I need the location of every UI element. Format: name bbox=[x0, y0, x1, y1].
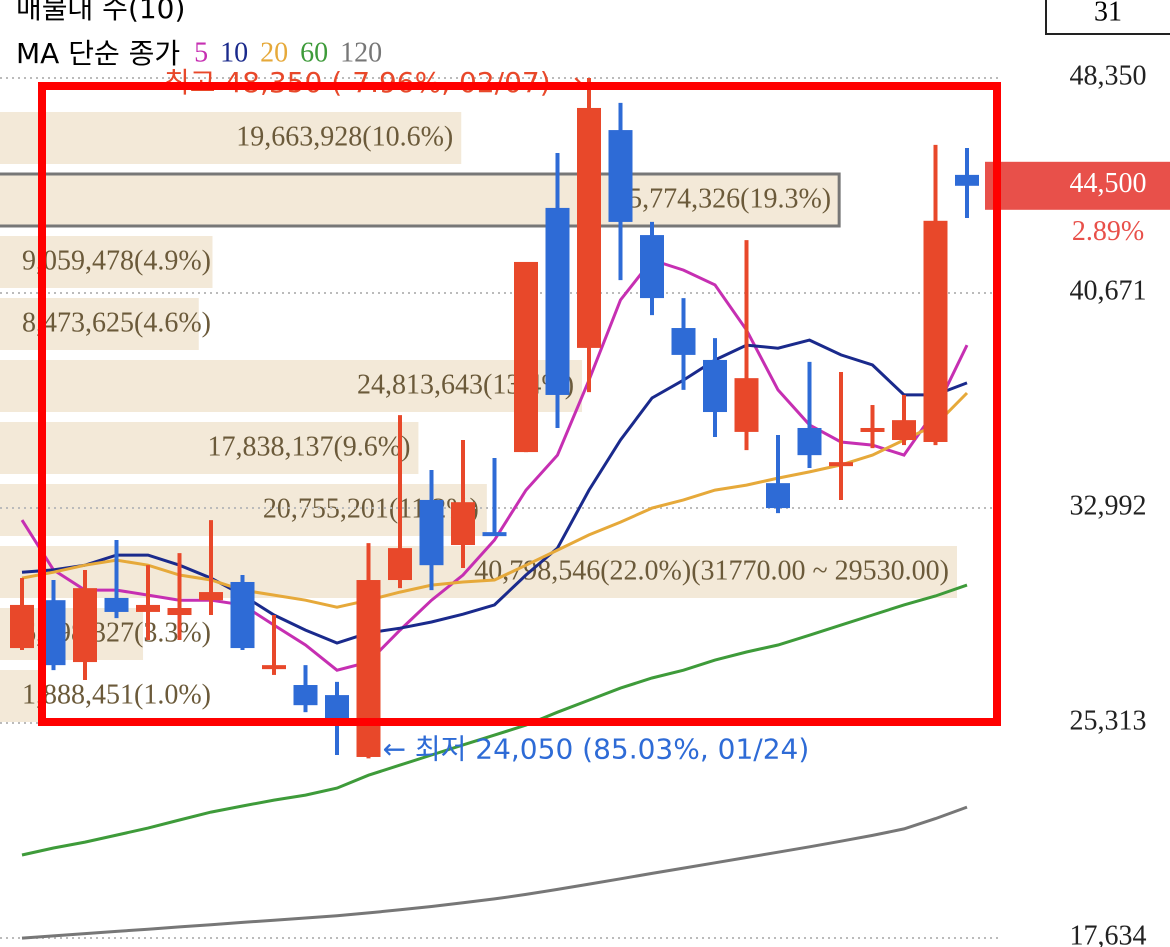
profile-label: 8,473,625(4.6%) bbox=[22, 307, 211, 338]
profile-bar bbox=[0, 484, 487, 536]
candle-body bbox=[388, 548, 412, 581]
corner-box bbox=[1045, 0, 1170, 35]
profile-bar bbox=[0, 298, 199, 350]
legend-entry: 60 bbox=[300, 37, 328, 68]
candle-body bbox=[262, 665, 286, 670]
profile-bar bbox=[0, 112, 462, 164]
candle-body bbox=[923, 220, 948, 442]
legend-entry: 5 bbox=[194, 37, 208, 68]
candle-body bbox=[892, 420, 916, 441]
candle-body bbox=[640, 235, 664, 299]
candle-body bbox=[325, 695, 349, 721]
candle-body bbox=[766, 483, 790, 509]
profile-bar bbox=[0, 422, 419, 474]
legend-entry: 120 bbox=[340, 37, 382, 68]
candle-body bbox=[671, 328, 696, 355]
candle-body bbox=[734, 378, 759, 432]
candle-body bbox=[167, 608, 192, 616]
candle-body bbox=[955, 174, 979, 186]
y-tick-label: 25,313 bbox=[1070, 705, 1147, 736]
y-tick-label: 32,992 bbox=[1070, 490, 1147, 521]
profile-label: 40,798,546(22.0%)(31770.00 ~ 29530.00) bbox=[474, 555, 949, 586]
y-tick-label: 48,350 bbox=[1070, 60, 1147, 91]
candle-body bbox=[104, 597, 129, 612]
profile-label: 24,813,643(13.4%) bbox=[357, 369, 574, 400]
profile-label: 19,663,928(10.6%) bbox=[236, 121, 453, 152]
change-label: 2.89% bbox=[1072, 216, 1144, 247]
candle-body bbox=[10, 604, 34, 649]
candle-body bbox=[703, 359, 727, 413]
corner-label: 31 bbox=[1094, 0, 1122, 27]
candle-body bbox=[136, 604, 160, 612]
candle-body bbox=[419, 499, 444, 566]
legend-entry: 10 bbox=[220, 37, 248, 68]
profile-bar bbox=[0, 172, 841, 228]
price-tag-label: 44,500 bbox=[1070, 168, 1147, 199]
profile-label: 9,059,478(4.9%) bbox=[22, 245, 211, 276]
candle-body bbox=[73, 588, 97, 663]
ma-line bbox=[21, 583, 968, 857]
candle-body bbox=[230, 581, 255, 649]
candle-body bbox=[797, 427, 822, 456]
candle-body bbox=[608, 130, 633, 222]
y-tick-label: 40,671 bbox=[1070, 275, 1147, 306]
profile-label: 17,838,137(9.6%) bbox=[207, 431, 410, 462]
legend-entry: 20 bbox=[260, 37, 288, 68]
price-tag bbox=[985, 161, 1170, 210]
candle-body bbox=[451, 502, 475, 546]
candle-body bbox=[577, 107, 601, 348]
candle-body bbox=[514, 261, 538, 453]
profile-bar bbox=[0, 236, 213, 288]
volume-profile: 19,663,928(10.6%) 35,774,326(19.3%) 9,059,… bbox=[0, 112, 957, 722]
candle-body bbox=[545, 207, 570, 395]
profile-label: 35,774,326(19.3%) bbox=[614, 183, 831, 214]
candle-body bbox=[356, 580, 381, 757]
candle-body bbox=[860, 427, 885, 432]
profile-label: 1,888,451(1.0%) bbox=[22, 679, 211, 710]
highlight-box bbox=[38, 82, 1001, 726]
candle-body bbox=[829, 462, 853, 467]
labels: 매물대 수(10) MA 단순 종가 31 17,634 25,313 32,992… bbox=[16, 0, 1170, 947]
y-tick-label: 17,634 bbox=[1070, 920, 1147, 947]
candle-body bbox=[199, 592, 223, 601]
candles bbox=[10, 78, 979, 759]
candle-body bbox=[482, 532, 507, 537]
profile-bar bbox=[0, 360, 583, 412]
legend-title: MA 단순 종가 bbox=[16, 37, 180, 70]
min-annotation: ← 최저 24,050 (85.03%, 01/24) bbox=[383, 732, 810, 765]
profile-bar bbox=[0, 670, 45, 722]
chart-title: 매물대 수(10) bbox=[16, 0, 185, 25]
candle-body bbox=[293, 685, 318, 706]
profile-bar bbox=[0, 546, 957, 598]
ma-line bbox=[21, 805, 968, 940]
